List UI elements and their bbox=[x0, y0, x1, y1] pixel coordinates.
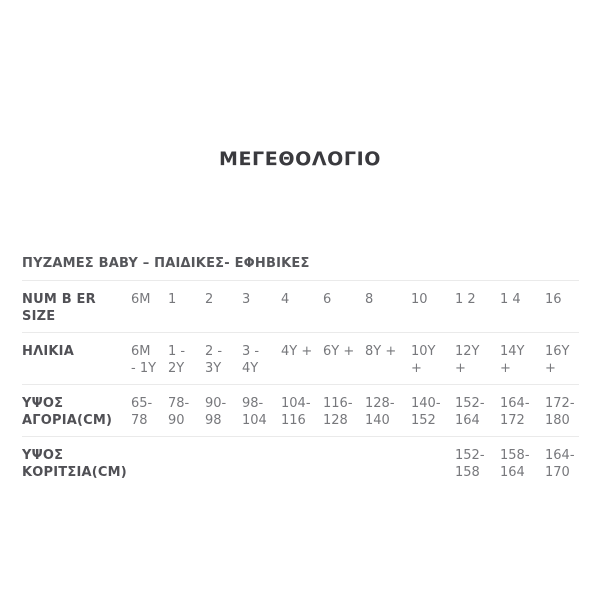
table-row: ΥΨΟΣ ΚΟΡΙΤΣΙΑ(CM) 152- 158 158- 164 164- 17… bbox=[22, 436, 579, 488]
table-cell: 2 bbox=[205, 280, 242, 333]
table-cell bbox=[131, 436, 168, 488]
table-cell: 1 2 bbox=[455, 280, 500, 333]
table-cell: 116- 128 bbox=[323, 384, 365, 437]
table-cell: 3 - 4Y bbox=[242, 332, 281, 385]
table-cell: 16 bbox=[545, 280, 579, 333]
table-caption: ΠΥΖΑΜΕΣ BABY – ΠΑΙΔΙΚΕΣ- ΕΦΗΒΙΚΕΣ bbox=[22, 256, 310, 271]
table-row: ΗΛΙΚΙΑ 6M - 1Y 1 - 2Y 2 - 3Y 3 - 4Y 4Y +6Y +8… bbox=[22, 332, 579, 385]
table-cell: 164- 172 bbox=[500, 384, 545, 437]
table-cell: 1 - 2Y bbox=[168, 332, 205, 385]
row-label: ΥΨΟΣ ΚΟΡΙΤΣΙΑ(CM) bbox=[22, 436, 131, 488]
table-cell: 12Y + bbox=[455, 332, 500, 385]
table-cell bbox=[411, 436, 455, 488]
table-cell bbox=[205, 436, 242, 488]
table-cell: 1 bbox=[168, 280, 205, 333]
table-row: ΥΨΟΣ ΑΓΟΡΙΑ(CM) 65- 78 78- 90 90- 98 98- 104… bbox=[22, 384, 579, 437]
table-cell: 14Y + bbox=[500, 332, 545, 385]
table-cell: 16Y + bbox=[545, 332, 579, 385]
table-cell: 128- 140 bbox=[365, 384, 411, 437]
table-cell: 90- 98 bbox=[205, 384, 242, 437]
table-cell: 8Y + bbox=[365, 332, 411, 385]
table-cell: 158- 164 bbox=[500, 436, 545, 488]
table-cell: 4Y + bbox=[281, 332, 323, 385]
table-cell: 10 bbox=[411, 280, 455, 333]
table-cell: 1 4 bbox=[500, 280, 545, 333]
table-cell: 2 - 3Y bbox=[205, 332, 242, 385]
table-cell: 104- 116 bbox=[281, 384, 323, 437]
table-cell: 4 bbox=[281, 280, 323, 333]
table-cell: 6M - 1Y bbox=[131, 332, 168, 385]
table-cell: 65- 78 bbox=[131, 384, 168, 437]
row-label: ΥΨΟΣ ΑΓΟΡΙΑ(CM) bbox=[22, 384, 131, 437]
table-cell: 172- 180 bbox=[545, 384, 579, 437]
page-title: ΜΕΓΕΘΟΛΟΓΙΟ bbox=[218, 148, 382, 170]
table-cell: 152- 158 bbox=[455, 436, 500, 488]
table-cell: 8 bbox=[365, 280, 411, 333]
table-cell bbox=[168, 436, 205, 488]
table-cell: 140- 152 bbox=[411, 384, 455, 437]
table-cell: 78- 90 bbox=[168, 384, 205, 437]
row-label: NUM B ER SIZE bbox=[22, 280, 131, 333]
table-cell: 6Y + bbox=[323, 332, 365, 385]
table-cell: 98- 104 bbox=[242, 384, 281, 437]
table-cell bbox=[323, 436, 365, 488]
table-cell bbox=[365, 436, 411, 488]
table-cell: 3 bbox=[242, 280, 281, 333]
table-cell bbox=[281, 436, 323, 488]
table-cell: 164- 170 bbox=[545, 436, 579, 488]
table-cell: 6M bbox=[131, 280, 168, 333]
table-cell: 6 bbox=[323, 280, 365, 333]
table-cell: 152- 164 bbox=[455, 384, 500, 437]
table-cell: 10Y + bbox=[411, 332, 455, 385]
row-label: ΗΛΙΚΙΑ bbox=[22, 332, 131, 385]
table-cell bbox=[242, 436, 281, 488]
